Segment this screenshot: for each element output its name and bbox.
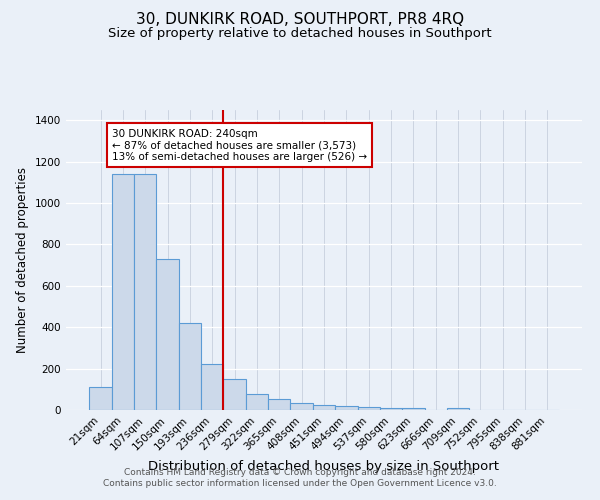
Bar	[313, 405, 335, 410]
Bar	[335, 406, 358, 410]
Text: Size of property relative to detached houses in Southport: Size of property relative to detached ho…	[108, 28, 492, 40]
Bar	[447, 408, 469, 410]
Bar	[157, 259, 179, 410]
Bar	[112, 174, 134, 410]
Bar	[223, 379, 246, 410]
Bar	[402, 408, 425, 410]
Bar	[246, 394, 268, 410]
Bar	[89, 387, 112, 410]
Bar	[358, 407, 380, 410]
Bar	[290, 403, 313, 410]
X-axis label: Distribution of detached houses by size in Southport: Distribution of detached houses by size …	[149, 460, 499, 473]
Bar	[179, 323, 201, 410]
Text: 30, DUNKIRK ROAD, SOUTHPORT, PR8 4RQ: 30, DUNKIRK ROAD, SOUTHPORT, PR8 4RQ	[136, 12, 464, 28]
Text: 30 DUNKIRK ROAD: 240sqm
← 87% of detached houses are smaller (3,573)
13% of semi: 30 DUNKIRK ROAD: 240sqm ← 87% of detache…	[112, 128, 367, 162]
Bar	[201, 364, 223, 410]
Y-axis label: Number of detached properties: Number of detached properties	[16, 167, 29, 353]
Bar	[134, 174, 157, 410]
Bar	[268, 399, 290, 410]
Bar	[380, 408, 402, 410]
Text: Contains HM Land Registry data © Crown copyright and database right 2024.
Contai: Contains HM Land Registry data © Crown c…	[103, 468, 497, 487]
